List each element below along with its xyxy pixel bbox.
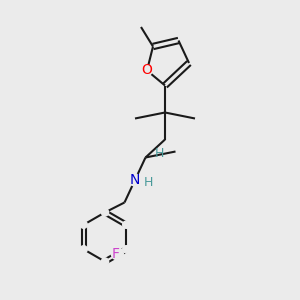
- Circle shape: [129, 174, 141, 186]
- Circle shape: [101, 209, 109, 216]
- Text: F: F: [112, 247, 120, 261]
- Circle shape: [101, 258, 109, 265]
- Circle shape: [80, 246, 87, 253]
- Text: H: H: [144, 176, 153, 190]
- Circle shape: [123, 221, 130, 228]
- Text: N: N: [130, 173, 140, 187]
- Circle shape: [142, 65, 152, 76]
- Text: H: H: [154, 147, 164, 161]
- Text: O: O: [142, 64, 152, 77]
- Circle shape: [80, 221, 87, 228]
- Circle shape: [111, 248, 123, 260]
- Circle shape: [123, 246, 130, 253]
